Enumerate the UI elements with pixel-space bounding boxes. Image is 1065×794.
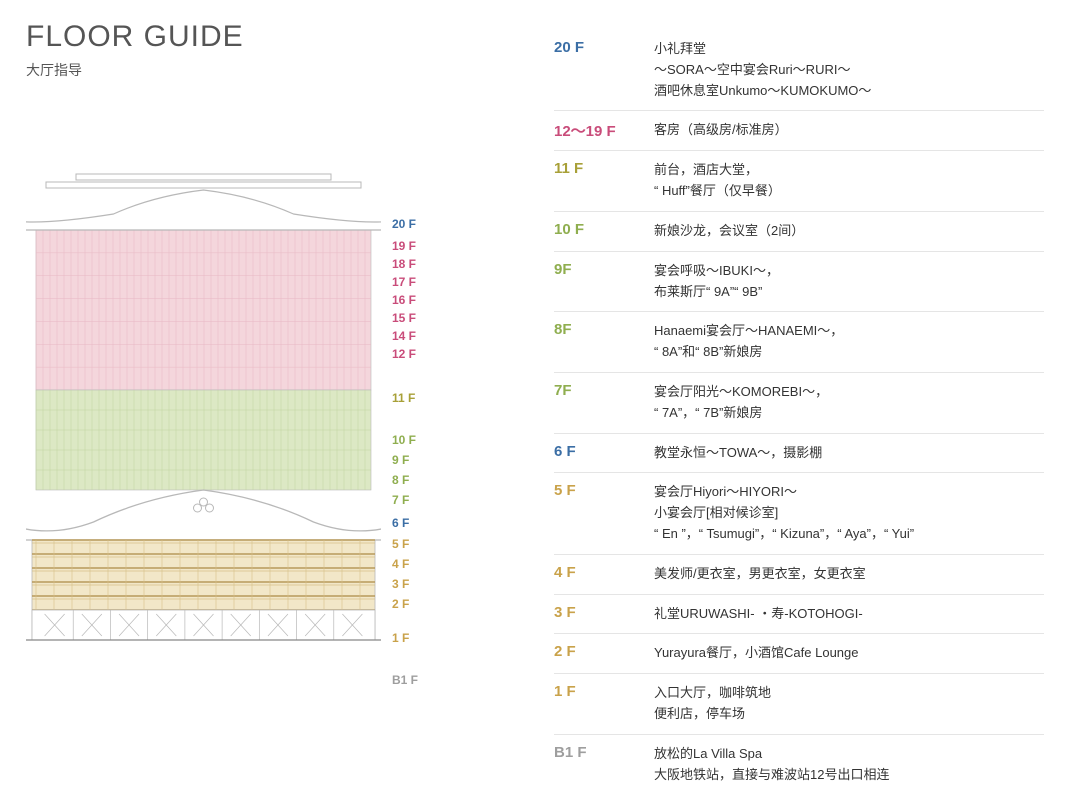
floor-label: 19 F [392,240,416,252]
floor-label: 15 F [392,312,416,324]
page-title: FLOOR GUIDE [26,20,244,54]
floor-number: 1 F [554,683,654,700]
floor-row: 6 F教堂永恒～TOWA～，摄影棚 [554,434,1044,474]
floor-number: 6 F [554,443,654,460]
floor-row: 10 F新娘沙龙，会议室（2间） [554,212,1044,252]
floor-label: 6 F [392,517,409,529]
floor-label: 18 F [392,258,416,270]
floor-label: 7 F [392,494,409,506]
floor-label: 10 F [392,434,416,446]
floor-description: Hanaemi宴会厅～HANAEMI～，“ 8A”和“ 8B”新娘房 [654,321,843,363]
floor-description: 小礼拜堂～SORA～空中宴会Ruri～RURI～酒吧休息室Unkumo～KUMO… [654,39,871,101]
floor-row: 1 F入口大厅，咖啡筑地便利店，停车场 [554,674,1044,735]
floor-description: 客房（高级房/标准房） [654,120,788,141]
floor-label: 11 F [392,392,415,404]
floor-number: B1 F [554,744,654,761]
floor-row: 3 F礼堂URUWASHI- ・寿-KOTOHOGI- [554,595,1044,635]
floor-row: 9F宴会呼吸～IBUKI～，布莱斯厅“ 9A”“ 9B” [554,252,1044,313]
floor-label: 5 F [392,538,409,550]
floor-label: 8 F [392,474,409,486]
floor-description: 美发师/更衣室，男更衣室，女更衣室 [654,564,866,585]
floor-label: 3 F [392,578,409,590]
floor-label: 4 F [392,558,409,570]
floor-description: Yurayura餐厅，小酒馆Cafe Lounge [654,643,858,664]
floor-label: 12 F [392,348,416,360]
floor-row: 11 F前台，酒店大堂，“ Huff”餐厅（仅早餐） [554,151,1044,212]
page-subtitle: 大厅指导 [26,60,244,80]
floor-label: 9 F [392,454,409,466]
floor-row: 20 F小礼拜堂～SORA～空中宴会Ruri～RURI～酒吧休息室Unkumo～… [554,30,1044,111]
floor-label: 14 F [392,330,416,342]
floor-listing: 20 F小礼拜堂～SORA～空中宴会Ruri～RURI～酒吧休息室Unkumo～… [554,30,1044,794]
floor-description: 教堂永恒～TOWA～，摄影棚 [654,443,822,464]
floor-number: 7F [554,382,654,399]
floor-row: 12～19 F客房（高级房/标准房） [554,111,1044,151]
floor-number: 5 F [554,482,654,499]
floor-description: 宴会呼吸～IBUKI～，布莱斯厅“ 9A”“ 9B” [654,261,779,303]
floor-number: 8F [554,321,654,338]
building-svg [26,160,381,690]
floor-number: 2 F [554,643,654,660]
floor-number: 20 F [554,39,654,56]
floor-description: 宴会厅Hiyori～HIYORI～小宴会厅[相对候诊室]“ En ”，“ Tsu… [654,482,914,544]
floor-label: B1 F [392,674,418,686]
floor-number: 9F [554,261,654,278]
floor-row: 7F宴会厅阳光～KOMOREBI～，“ 7A”，“ 7B”新娘房 [554,373,1044,434]
floor-label: 16 F [392,294,416,306]
floor-row: 4 F美发师/更衣室，男更衣室，女更衣室 [554,555,1044,595]
floor-description: 新娘沙龙，会议室（2间） [654,221,804,242]
floor-number: 4 F [554,564,654,581]
floor-label: 2 F [392,598,409,610]
floor-description: 入口大厅，咖啡筑地便利店，停车场 [654,683,771,725]
floor-number: 3 F [554,604,654,621]
floor-label: 20 F [392,218,416,230]
floor-number: 12～19 F [554,120,654,141]
floor-description: 宴会厅阳光～KOMOREBI～，“ 7A”，“ 7B”新娘房 [654,382,828,424]
floor-description: 礼堂URUWASHI- ・寿-KOTOHOGI- [654,604,863,625]
building-illustration [26,160,381,690]
floor-number: 11 F [554,160,654,177]
header: FLOOR GUIDE 大厅指导 [26,20,244,80]
floor-row: 8FHanaemi宴会厅～HANAEMI～，“ 8A”和“ 8B”新娘房 [554,312,1044,373]
floor-description: 放松的La Villa Spa大阪地铁站，直接与难波站12号出口相连 [654,744,889,786]
floor-row: B1 F放松的La Villa Spa大阪地铁站，直接与难波站12号出口相连 [554,735,1044,794]
floor-label: 1 F [392,632,409,644]
floor-row: 5 F宴会厅Hiyori～HIYORI～小宴会厅[相对候诊室]“ En ”，“ … [554,473,1044,554]
floor-label: 17 F [392,276,416,288]
floor-row: 2 FYurayura餐厅，小酒馆Cafe Lounge [554,634,1044,674]
floor-description: 前台，酒店大堂，“ Huff”餐厅（仅早餐） [654,160,781,202]
floor-number: 10 F [554,221,654,238]
